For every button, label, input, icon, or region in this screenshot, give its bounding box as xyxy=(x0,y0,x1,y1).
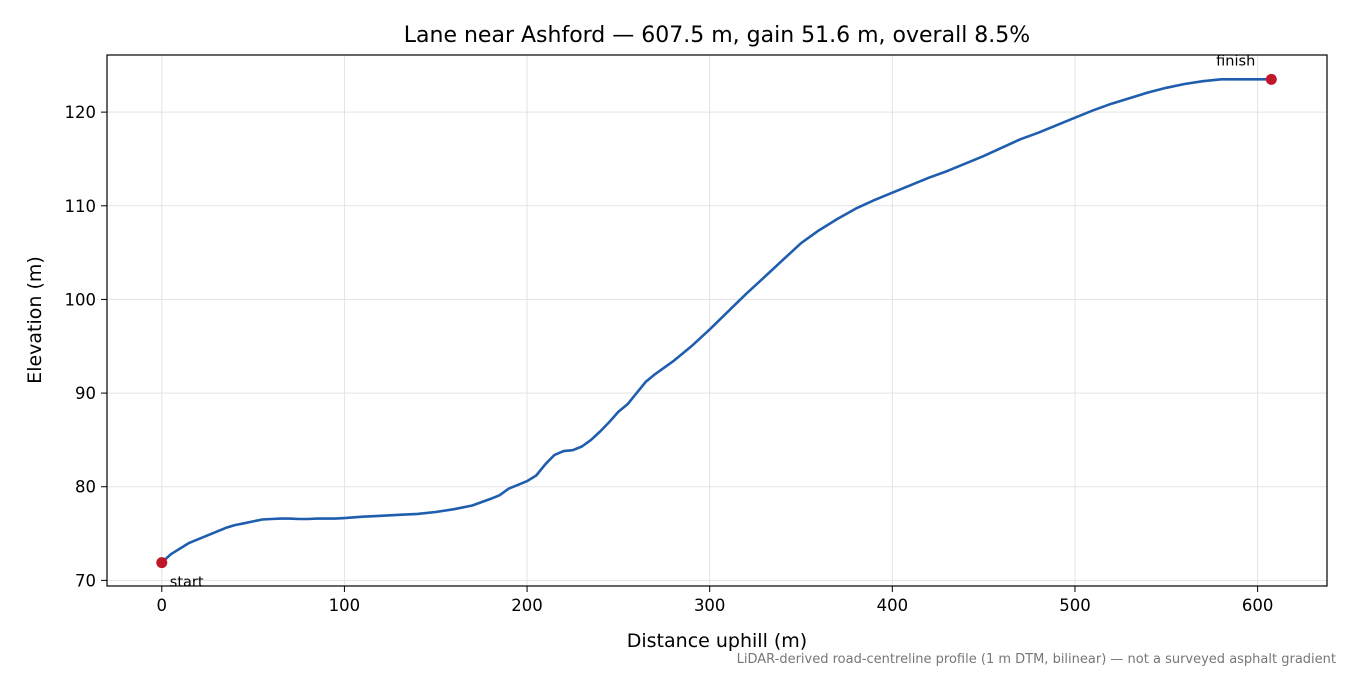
y-tick-label: 80 xyxy=(75,478,96,497)
x-tick-label: 400 xyxy=(877,596,909,615)
x-tick-label: 300 xyxy=(694,596,726,615)
series-layer: start finish xyxy=(156,53,1277,591)
x-axis-label: Distance uphill (m) xyxy=(627,630,807,652)
y-tick-label: 70 xyxy=(75,571,96,590)
x-tick-label: 100 xyxy=(329,596,361,615)
grid-lines xyxy=(107,55,1327,586)
x-tick-label: 500 xyxy=(1059,596,1091,615)
y-tick-label: 100 xyxy=(65,290,97,309)
x-tick-label: 0 xyxy=(157,596,168,615)
plot-frame xyxy=(106,54,1328,587)
chart-title: Lane near Ashford — 607.5 m, gain 51.6 m… xyxy=(404,23,1030,48)
y-tick-label: 90 xyxy=(75,384,96,403)
start-marker xyxy=(156,557,168,569)
y-axis-label: Elevation (m) xyxy=(24,256,46,384)
finish-marker xyxy=(1265,73,1277,85)
start-label: start xyxy=(170,575,204,591)
axis-ticks: 0 100 200 300 400 500 600 70 80 90 100 110 120 xyxy=(65,103,1274,615)
footer-note: LiDAR-derived road-centreline profile (1… xyxy=(736,652,1336,667)
elevation-line xyxy=(160,78,1273,564)
x-tick-label: 200 xyxy=(511,596,543,615)
finish-label: finish xyxy=(1216,53,1255,69)
x-tick-label: 600 xyxy=(1242,596,1274,615)
y-tick-label: 110 xyxy=(65,197,97,216)
y-tick-label: 120 xyxy=(65,103,97,122)
